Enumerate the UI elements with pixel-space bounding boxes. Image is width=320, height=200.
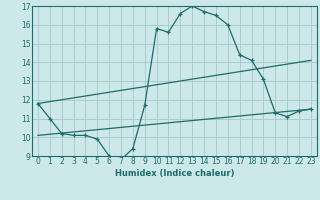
X-axis label: Humidex (Indice chaleur): Humidex (Indice chaleur) — [115, 169, 234, 178]
